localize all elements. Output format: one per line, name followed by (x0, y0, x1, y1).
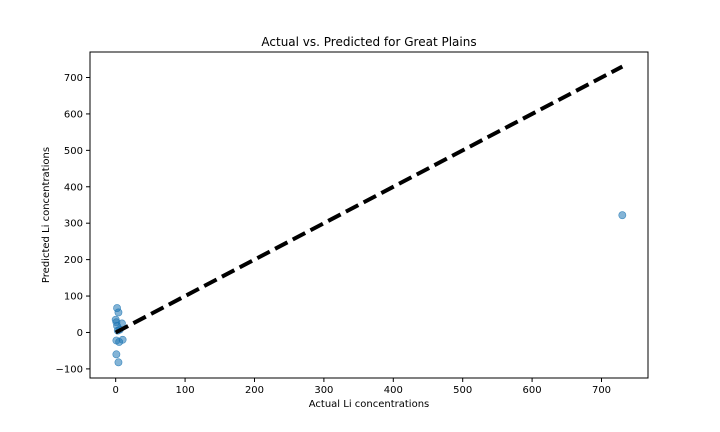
y-tick-label: 300 (64, 219, 83, 230)
y-tick-label: 200 (64, 255, 83, 266)
chart-title: Actual vs. Predicted for Great Plains (261, 35, 476, 49)
x-tick-label: 400 (384, 385, 403, 396)
axes-frame (89, 51, 649, 379)
y-tick-label: 500 (64, 146, 83, 157)
x-tick-label: 300 (314, 385, 333, 396)
data-point (118, 335, 127, 344)
x-tick-label: 200 (245, 385, 264, 396)
x-tick-label: 600 (523, 385, 542, 396)
y-axis-label: Predicted Li concentrations (41, 147, 52, 283)
plot-area: 0 100 200 300 400 500 600 700 −100 0 100 200 300 400 5… (56, 51, 649, 396)
data-point (618, 211, 627, 220)
y-tick-label: 100 (64, 292, 83, 303)
y-tick-label: 700 (64, 73, 83, 84)
reference-line (114, 64, 624, 335)
y-tick-label: 400 (64, 182, 83, 193)
x-axis-label: Actual Li concentrations (309, 399, 430, 410)
x-tick-label: 0 (112, 385, 118, 396)
y-tick-label: 600 (64, 109, 83, 120)
data-point (112, 350, 121, 359)
data-point (114, 358, 123, 367)
x-tick-label: 500 (453, 385, 472, 396)
y-tick-label: −100 (56, 364, 83, 375)
data-point (114, 308, 123, 317)
y-tick-label: 0 (77, 328, 83, 339)
x-tick-label: 700 (592, 385, 611, 396)
x-tick-label: 100 (176, 385, 195, 396)
